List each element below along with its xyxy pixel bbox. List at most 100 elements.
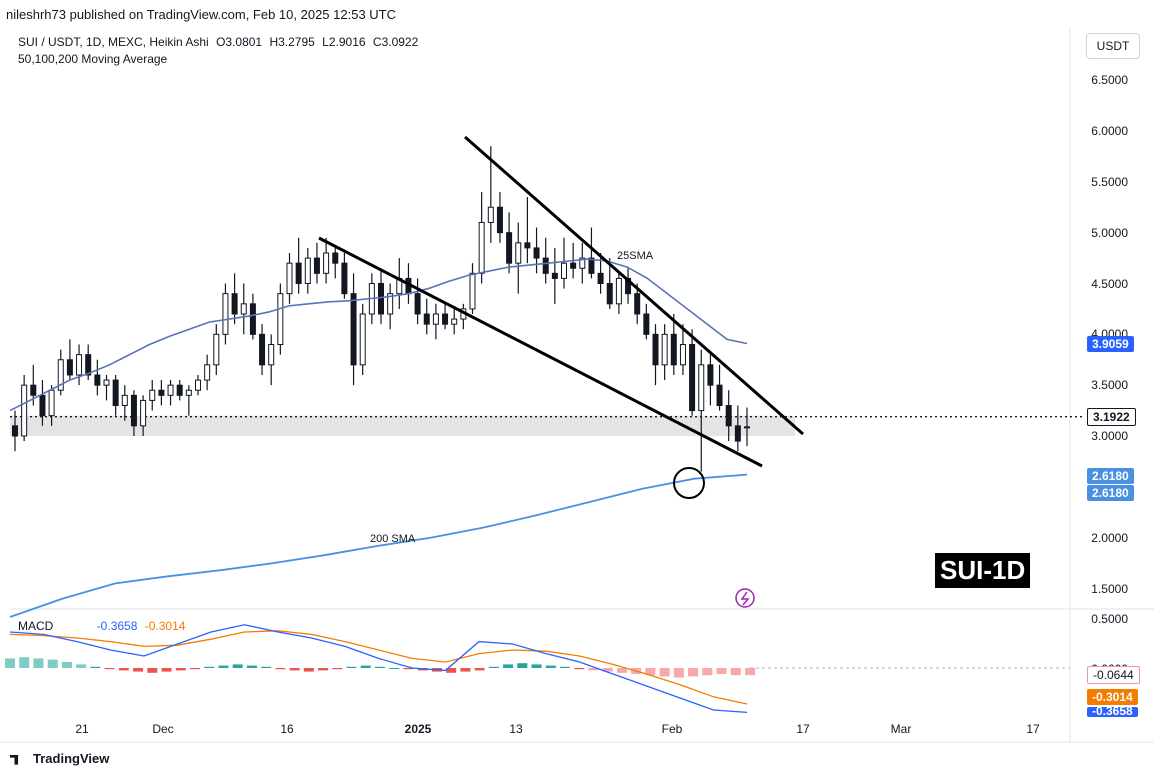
sma200-price-tag-1: 2.6180 xyxy=(1087,468,1134,484)
candle xyxy=(661,324,668,381)
macd-histogram-bar xyxy=(33,658,44,668)
price-axis-tick: 3.5000 xyxy=(1091,378,1128,393)
candle xyxy=(478,192,485,284)
candle xyxy=(487,146,494,243)
macd-histogram-bar xyxy=(545,665,556,668)
macd-histogram-bar xyxy=(275,668,286,670)
candle xyxy=(396,258,403,309)
price-axis-tick: 5.0000 xyxy=(1091,225,1128,240)
candle xyxy=(57,349,64,396)
current-price-tag: 3.1922 xyxy=(1087,408,1136,426)
candle xyxy=(734,405,741,452)
ohlc-open: O3.0801 xyxy=(216,35,263,49)
candle xyxy=(652,324,659,386)
macd-histogram-bar xyxy=(602,668,613,672)
candle xyxy=(259,324,266,375)
macd-histogram-bar xyxy=(90,666,101,668)
price-axis-tick: 4.5000 xyxy=(1091,276,1128,291)
time-axis-tick: 13 xyxy=(509,722,523,736)
macd-histogram-bar xyxy=(517,663,528,668)
price-axis-tick: 1.5000 xyxy=(1091,581,1128,596)
candle xyxy=(643,303,650,340)
price-axis-tick: 6.0000 xyxy=(1091,124,1128,138)
sma25-annotation: 25SMA xyxy=(617,250,654,262)
candle xyxy=(66,339,73,381)
macd-signal-tag: -0.3014 xyxy=(1087,689,1138,705)
candle xyxy=(350,273,357,386)
candle xyxy=(12,410,18,452)
price-axis-tick: 3.0000 xyxy=(1091,429,1128,443)
candle xyxy=(689,329,696,416)
time-axis-tick: 2025 xyxy=(404,722,432,736)
time-axis-tick: 17 xyxy=(1026,722,1040,736)
signal-value: -0.3014 xyxy=(144,619,186,633)
macd-histogram-bar xyxy=(531,664,542,668)
candle xyxy=(149,380,156,411)
macd-legend[interactable]: MACD -0.3658 -0.3014 xyxy=(18,619,185,633)
sma200-annotation: 200 SMA xyxy=(370,533,416,545)
macd-histogram-bar xyxy=(19,657,30,668)
macd-histogram-bar xyxy=(332,668,343,670)
macd-histogram-bar xyxy=(588,668,599,671)
candle xyxy=(451,308,458,335)
macd-value: -0.3658 xyxy=(96,619,138,633)
tradingview-logo[interactable]: TradingView xyxy=(10,751,109,766)
wedge-lower-trendline xyxy=(318,236,763,468)
macd-histogram-bar xyxy=(702,668,713,676)
candle xyxy=(588,227,595,279)
candle xyxy=(213,324,220,375)
alert-icon xyxy=(735,588,755,608)
macd-histogram-bar xyxy=(5,658,15,668)
macd-histogram-bar xyxy=(161,668,172,672)
candle xyxy=(625,268,632,304)
macd-histogram-bar xyxy=(104,668,115,670)
chart-title-badge: SUI-1D xyxy=(935,553,1031,588)
candle xyxy=(606,258,613,309)
macd-histogram-bar xyxy=(232,664,243,668)
candle xyxy=(222,283,229,345)
alert-bolt-icon xyxy=(740,591,750,606)
macd-histogram-bar xyxy=(261,666,272,668)
candle xyxy=(378,268,384,325)
macd-histogram-bar xyxy=(360,665,371,668)
macd-histogram-bar xyxy=(218,665,229,668)
macd-signal-line xyxy=(9,630,748,705)
candle xyxy=(469,263,476,314)
wedge-upper-trendline xyxy=(464,135,804,436)
indicator-label[interactable]: 50,100,200 Moving Average xyxy=(18,52,168,66)
candle xyxy=(332,247,339,279)
macd-histogram-bar xyxy=(446,668,457,673)
candle xyxy=(323,237,330,284)
macd-histogram-bar xyxy=(645,668,656,676)
candle xyxy=(21,375,28,442)
price-axis-tick: 5.5000 xyxy=(1091,174,1128,189)
currency-selector[interactable]: USDT xyxy=(1086,33,1140,59)
macd-hist-tag: -0.0644 xyxy=(1087,666,1140,684)
time-axis-tick: 21 xyxy=(75,722,89,736)
macd-histogram-bar xyxy=(375,666,385,668)
candle xyxy=(551,247,558,304)
symbol-info[interactable]: SUI / USDT, 1D, MEXC, Heikin Ashi xyxy=(18,35,209,49)
macd-histogram-bar xyxy=(147,668,158,673)
candle xyxy=(506,212,513,274)
candle xyxy=(341,253,348,299)
candle xyxy=(533,227,540,274)
macd-histogram-bar xyxy=(175,668,186,671)
macd-histogram-bar xyxy=(730,668,741,676)
candle xyxy=(313,242,320,284)
candle xyxy=(561,237,567,289)
candle xyxy=(698,349,705,472)
macd-histogram-bar xyxy=(61,662,72,668)
macd-histogram-bar xyxy=(346,666,357,668)
candle xyxy=(579,242,586,284)
macd-histogram-bar xyxy=(616,668,627,673)
candle xyxy=(48,385,55,426)
macd-histogram-bar xyxy=(503,664,514,668)
price-axis-tick: 2.0000 xyxy=(1091,530,1128,545)
macd-histogram-bar xyxy=(76,664,87,668)
macd-histogram-bar xyxy=(474,668,485,671)
candle xyxy=(130,390,137,436)
candle xyxy=(460,303,467,330)
candle xyxy=(442,303,449,330)
